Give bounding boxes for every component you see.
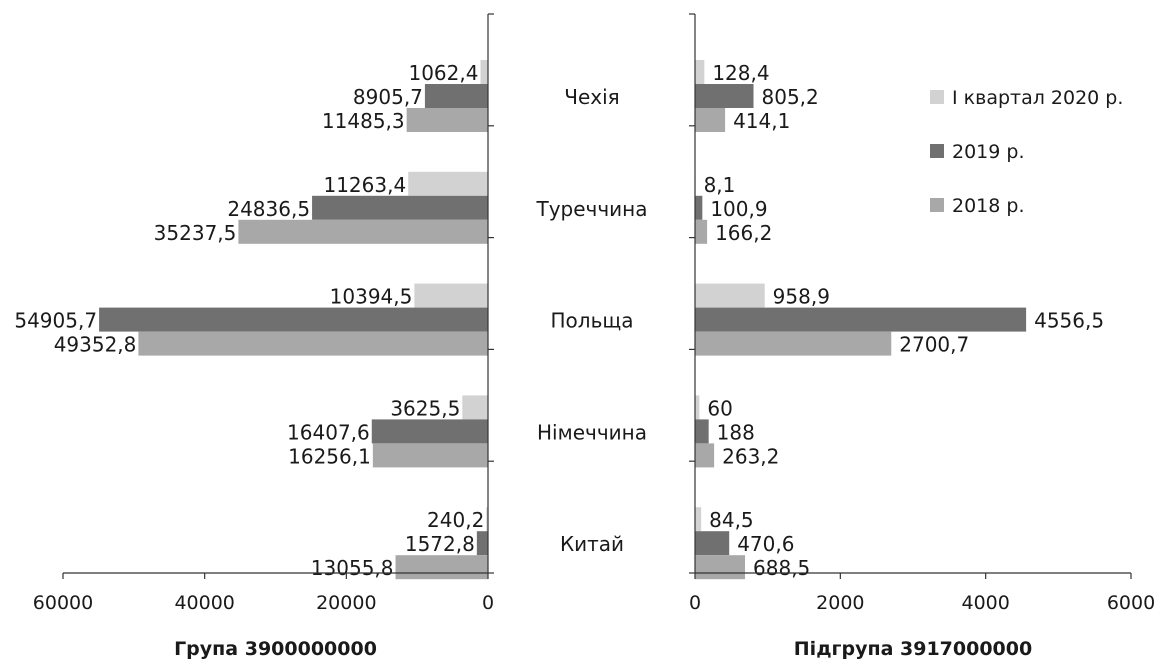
data-label: 2700,7 [899, 333, 969, 357]
data-label: 414,1 [733, 109, 790, 133]
bar [695, 219, 708, 244]
bar [408, 171, 488, 196]
x-tick-label: 2000 [816, 592, 864, 614]
data-label: 11263,4 [323, 173, 406, 197]
data-label: 240,2 [427, 508, 484, 532]
legend-label: I квартал 2020 р. [952, 87, 1123, 109]
x-tick-label: 0 [482, 592, 494, 614]
data-label: 10394,5 [330, 285, 413, 309]
bar [695, 283, 765, 308]
bar [695, 195, 703, 220]
bar [238, 219, 488, 244]
category-label: Чехія [564, 85, 619, 109]
bar [414, 283, 488, 308]
legend-swatch [930, 144, 944, 158]
category-label: Польща [551, 309, 634, 333]
data-label: 263,2 [722, 444, 779, 468]
bar [395, 555, 488, 580]
bar [695, 108, 726, 132]
data-label: 100,9 [710, 197, 767, 221]
bar [406, 108, 488, 132]
data-label: 24836,5 [227, 197, 310, 221]
bar [695, 419, 709, 444]
bar [372, 443, 488, 468]
data-label: 35237,5 [154, 221, 237, 245]
category-label: Туреччина [535, 197, 647, 221]
data-label: 3625,5 [390, 396, 460, 420]
data-label: 1572,8 [405, 532, 475, 556]
x-axis-title: Підгрупа 3917000000 [794, 638, 1032, 660]
bar [695, 555, 746, 580]
x-tick-label: 60000 [33, 592, 93, 614]
data-label: 11485,3 [322, 109, 405, 133]
bar [486, 507, 488, 532]
bar [99, 307, 488, 332]
bar [695, 507, 702, 532]
data-label: 16256,1 [288, 444, 371, 468]
x-tick-label: 4000 [961, 592, 1009, 614]
data-label: 84,5 [709, 508, 754, 532]
category-label: Китай [560, 532, 624, 556]
x-tick-label: 20000 [316, 592, 376, 614]
data-label: 958,9 [773, 285, 830, 309]
category-label: Німеччина [537, 420, 647, 444]
data-label: 13055,8 [311, 556, 394, 580]
data-label: 188 [717, 420, 755, 444]
data-label: 4556,5 [1034, 309, 1104, 333]
data-label: 1062,4 [408, 61, 478, 85]
data-label: 805,2 [762, 85, 819, 109]
bar [695, 531, 730, 556]
data-label: 128,4 [712, 61, 769, 85]
x-tick-label: 0 [689, 592, 701, 614]
bar [695, 307, 1027, 332]
data-label: 8905,7 [353, 85, 423, 109]
bar [695, 331, 892, 356]
x-tick-label: 40000 [174, 592, 234, 614]
legend-swatch [930, 90, 944, 104]
data-label: 60 [707, 396, 732, 420]
data-label: 54905,7 [14, 309, 97, 333]
bar [695, 395, 700, 420]
bar [462, 395, 488, 420]
bar [312, 195, 488, 220]
bar [695, 443, 715, 468]
legend-label: 2019 р. [952, 141, 1025, 163]
data-label: 49352,8 [54, 333, 137, 357]
bar [480, 60, 488, 84]
x-axis-title: Група 3900000000 [174, 638, 377, 660]
data-label: 16407,6 [287, 420, 370, 444]
data-label: 688,5 [753, 556, 810, 580]
bar [695, 84, 754, 108]
bar [695, 60, 705, 84]
legend-label: 2018 р. [952, 195, 1025, 217]
data-label: 166,2 [715, 221, 772, 245]
legend-swatch [930, 198, 944, 212]
x-tick-label: 6000 [1107, 592, 1155, 614]
bar [371, 419, 488, 444]
data-label: 470,6 [737, 532, 794, 556]
data-label: 8,1 [704, 173, 736, 197]
bar [138, 331, 488, 356]
bar [476, 531, 488, 556]
bar [424, 84, 488, 108]
